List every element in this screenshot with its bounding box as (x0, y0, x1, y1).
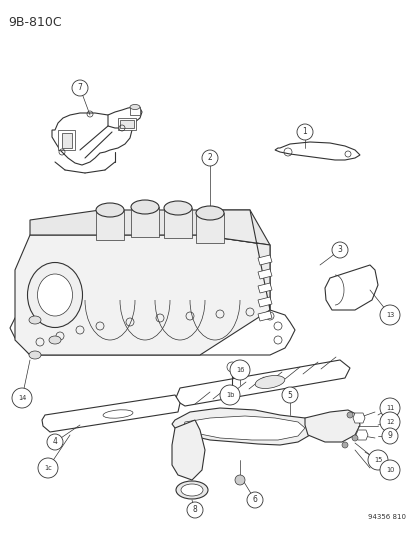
Polygon shape (131, 207, 159, 237)
Text: 10: 10 (385, 467, 393, 473)
Polygon shape (257, 311, 271, 321)
Polygon shape (62, 133, 72, 148)
Polygon shape (257, 255, 271, 265)
Circle shape (235, 475, 244, 485)
Text: 9B-810C: 9B-810C (8, 16, 62, 29)
Circle shape (381, 428, 397, 444)
Polygon shape (171, 408, 314, 445)
Ellipse shape (49, 336, 61, 344)
Circle shape (12, 388, 32, 408)
Circle shape (72, 80, 88, 96)
Circle shape (281, 387, 297, 403)
Text: 11: 11 (385, 405, 393, 411)
Polygon shape (10, 310, 294, 355)
Polygon shape (352, 413, 364, 423)
Text: 8: 8 (192, 505, 197, 514)
Polygon shape (257, 283, 271, 293)
Circle shape (187, 502, 202, 518)
Polygon shape (58, 130, 75, 150)
Text: 1b: 1b (225, 392, 234, 398)
Polygon shape (30, 210, 269, 245)
Text: 16: 16 (235, 367, 244, 373)
Ellipse shape (38, 274, 72, 316)
Circle shape (379, 305, 399, 325)
Text: 94356 810: 94356 810 (367, 514, 405, 520)
Polygon shape (96, 210, 124, 240)
Polygon shape (195, 213, 223, 243)
Polygon shape (120, 120, 134, 128)
Circle shape (379, 412, 399, 432)
Polygon shape (42, 395, 180, 432)
Text: 15: 15 (373, 457, 381, 463)
Polygon shape (199, 210, 269, 310)
Text: 2: 2 (207, 154, 212, 163)
Text: 6: 6 (252, 496, 257, 505)
Circle shape (367, 450, 387, 470)
Polygon shape (324, 265, 377, 310)
Ellipse shape (103, 410, 133, 418)
Polygon shape (257, 297, 271, 307)
Text: 14: 14 (18, 395, 26, 401)
Polygon shape (171, 420, 204, 480)
Circle shape (341, 442, 347, 448)
Text: 12: 12 (385, 419, 393, 425)
Ellipse shape (180, 484, 202, 496)
Circle shape (47, 434, 63, 450)
Text: 5: 5 (287, 391, 292, 400)
Ellipse shape (130, 104, 140, 109)
Ellipse shape (29, 351, 41, 359)
Circle shape (296, 124, 312, 140)
Polygon shape (183, 416, 304, 440)
Text: 13: 13 (385, 312, 393, 318)
Ellipse shape (164, 201, 192, 215)
Ellipse shape (96, 203, 124, 217)
Circle shape (331, 242, 347, 258)
Polygon shape (108, 107, 142, 128)
Circle shape (247, 492, 262, 508)
Ellipse shape (195, 206, 223, 220)
Text: 3: 3 (337, 246, 342, 254)
Circle shape (230, 360, 249, 380)
Text: 4: 4 (52, 438, 57, 447)
Polygon shape (257, 269, 271, 279)
Circle shape (351, 435, 357, 441)
Polygon shape (355, 430, 367, 440)
Ellipse shape (27, 262, 82, 327)
Text: 1: 1 (302, 127, 306, 136)
Circle shape (202, 150, 218, 166)
Circle shape (379, 398, 399, 418)
Polygon shape (118, 118, 136, 130)
Ellipse shape (131, 200, 159, 214)
Polygon shape (175, 360, 349, 406)
Polygon shape (130, 107, 140, 115)
Circle shape (38, 458, 58, 478)
Ellipse shape (176, 481, 207, 499)
Polygon shape (164, 208, 192, 238)
Text: 1c: 1c (44, 465, 52, 471)
Circle shape (346, 412, 352, 418)
Ellipse shape (29, 316, 41, 324)
Polygon shape (52, 113, 132, 165)
Polygon shape (274, 142, 359, 160)
Circle shape (379, 460, 399, 480)
Ellipse shape (254, 376, 284, 389)
Circle shape (219, 385, 240, 405)
Polygon shape (304, 410, 359, 442)
Text: 7: 7 (77, 84, 82, 93)
Polygon shape (15, 235, 269, 355)
Text: 9: 9 (387, 432, 392, 440)
